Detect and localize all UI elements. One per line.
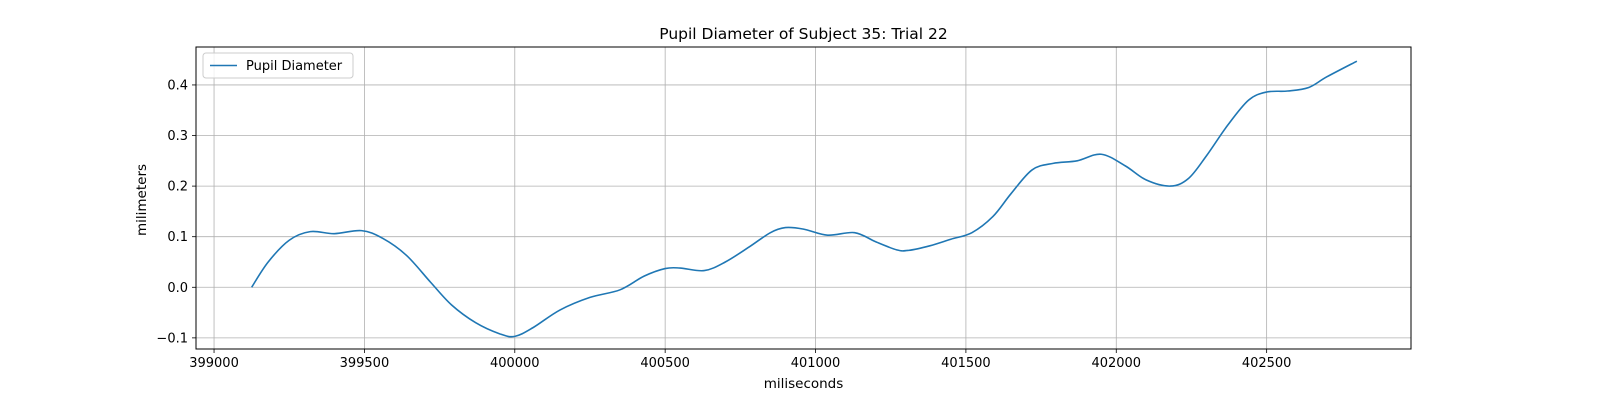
x-tick-label: 401000 (791, 356, 841, 371)
y-tick-label: 0.4 (167, 78, 188, 93)
x-tick-label: 401500 (941, 356, 991, 371)
grid (196, 47, 1411, 349)
x-tick-label: 402000 (1091, 356, 1141, 371)
x-tick-label: 399500 (340, 356, 390, 371)
y-tick-label: 0.0 (167, 281, 188, 296)
series-line-pupil-diameter (250, 60, 1358, 338)
y-tick-label: −0.1 (156, 331, 188, 346)
y-axis: −0.1 0.0 0.1 0.2 0.3 0.4 (156, 78, 196, 346)
y-tick-label: 0.3 (167, 129, 188, 144)
legend-box (202, 52, 354, 79)
x-axis: 399000 399500 400000 400500 401000 401500 4020… (189, 349, 1291, 371)
x-tick-label: 400000 (490, 356, 540, 371)
series-layer (250, 60, 1358, 338)
y-tick-label: 0.2 (167, 180, 188, 195)
y-axis-label: milimeters (134, 164, 150, 236)
x-tick-label: 399000 (189, 356, 239, 371)
x-tick-label: 402500 (1242, 356, 1292, 371)
x-axis-label: miliseconds (764, 376, 844, 392)
x-tick-label: 400500 (640, 356, 690, 371)
legend-label: Pupil Diameter (246, 59, 343, 74)
plot-area (195, 46, 1412, 350)
chart-title: Pupil Diameter of Subject 35: Trial 22 (659, 25, 948, 43)
legend: Pupil Diameter (202, 52, 354, 79)
y-tick-label: 0.1 (167, 230, 188, 245)
